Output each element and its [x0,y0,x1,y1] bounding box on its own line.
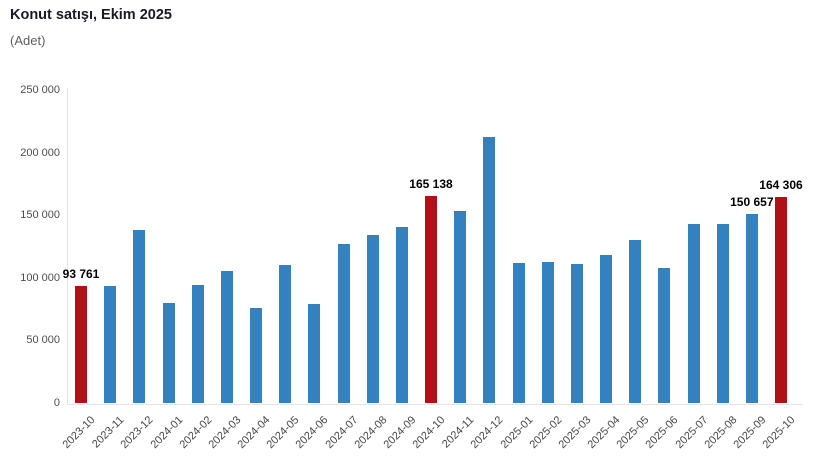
bars-container: 93 761 165 138 150 657 164 306 [63,90,803,403]
data-label-2025-10: 164 306 [759,178,803,193]
bar-2024-10[interactable] [425,196,437,403]
bar-2025-10[interactable] [775,197,787,403]
bar-2025-02[interactable] [541,261,554,403]
data-label-2023-10: 93 761 [62,266,100,281]
y-axis-tick-label: 150 000 [20,209,60,222]
bar-2025-05[interactable] [629,240,642,403]
bar-2024-11[interactable] [454,211,467,403]
bar-2025-01[interactable] [512,262,525,403]
bar-2025-04[interactable] [600,254,612,403]
bar-2025-08[interactable] [716,223,729,403]
y-axis-tick-label: 200 000 [20,146,60,159]
bar-2025-06[interactable] [658,268,671,403]
y-axis-tick-label: 50 000 [26,334,60,347]
bar-2024-07[interactable] [337,243,350,403]
bar-2024-08[interactable] [366,235,379,403]
x-axis-line [67,404,803,405]
chart-title: Konut satışı, Ekim 2025 [10,7,172,23]
chart-subtitle: (Adet) [10,33,46,48]
bar-2024-05[interactable] [279,264,292,403]
bar-2024-06[interactable] [308,303,321,403]
bar-2024-12[interactable] [483,136,496,403]
data-label-2025-09: 150 657 [730,195,774,210]
bar-2025-09[interactable] [745,214,758,403]
y-axis-labels: 0 50 000 100 000 150 000 200 000 250 000 [0,0,60,471]
y-axis-tick-label: 0 [53,397,60,409]
bar-2024-04[interactable] [250,308,262,403]
bar-2025-07[interactable] [687,224,700,403]
bar-2024-09[interactable] [395,226,408,403]
bar-2023-10[interactable] [75,285,87,403]
y-axis-line [67,88,68,404]
y-axis-tick-label: 100 000 [20,271,60,284]
data-label-2024-10: 165 138 [409,177,453,192]
bar-2024-01[interactable] [162,302,175,403]
bar-2023-11[interactable] [104,285,117,403]
bar-2024-02[interactable] [191,285,204,403]
bar-2025-03[interactable] [570,264,583,403]
bar-2024-03[interactable] [220,270,233,403]
bar-2023-12[interactable] [133,229,146,403]
y-axis-tick-label: 250 000 [20,84,60,96]
